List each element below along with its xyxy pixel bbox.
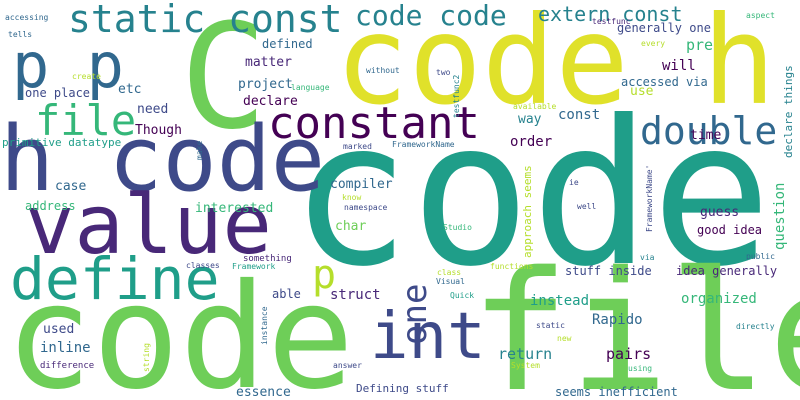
word-create: create [72,72,101,81]
word-make: make [195,140,204,160]
word-classes: classes [186,261,220,270]
word-question: question [772,182,788,250]
word-two: two [436,68,451,77]
word-address: address [25,199,76,213]
word-code-green: code [5,253,355,400]
word-new: new [557,334,572,343]
word-use: use [630,84,654,99]
word-project: project [238,77,293,92]
word-available: available [513,102,557,111]
word-via: via [640,253,655,262]
word-answer: answer [333,361,362,370]
word-functions: functions [490,262,534,271]
word-double: double [640,109,778,153]
word-aspect: aspect [746,11,775,20]
word-static: static [536,321,565,330]
word-declare-things: declare things [782,65,795,158]
word-return: return [498,345,553,363]
word-extern-const: extern const [538,2,683,26]
word-instance: instance [260,306,269,345]
word-know: know [342,193,362,202]
word-code-large: code [290,78,772,311]
word-organized: organized [681,291,757,307]
word-pairs: pairs [606,345,652,363]
word-struct: struct [330,287,381,303]
word-file-large: file [470,236,800,400]
word-int: int [370,300,486,374]
word-rapido: Rapido [592,312,643,328]
word-language: language [291,83,330,92]
word-quick: Quick [450,291,475,300]
word-able: able [272,287,301,301]
word-static-const: static const [68,0,343,41]
word-one: one [395,283,435,345]
word-system: System [511,361,540,370]
word-case: case [55,179,87,194]
word-without: without [366,66,400,75]
word-good-idea: good idea [697,223,763,237]
word-const: const [558,107,601,123]
word-p-p: p p [12,29,124,102]
word-pre: pre [686,36,714,54]
word-used: used [43,322,75,337]
word-accessed-via: accessed via [621,75,708,89]
word-frameworkname-quote: FrameworkName' [645,164,654,232]
word-visual: Visual [436,277,465,286]
word-accessing: accessing [5,13,49,22]
word-interested: interested [195,201,274,216]
word-defining-stuff: Defining stuff [356,382,449,395]
word-will: will [662,58,696,74]
word-way: way [518,112,542,127]
word-etc: etc [118,82,142,97]
word-defined: defined [262,37,313,51]
word-need: need [137,102,169,117]
word-studio: Studio [443,223,472,232]
word-stuff-inside: stuff inside [565,264,652,278]
word-something: something [243,254,292,264]
word-code-h: code h [335,0,776,132]
word-char: char [335,219,367,234]
word-marked: marked [343,142,372,151]
word-one-place: one place [25,86,91,100]
word-define: define [10,245,220,313]
word-difference: difference [40,361,95,371]
word-inline: inline [40,340,91,356]
word-value: value [25,178,272,273]
word-time: time [690,128,722,143]
word-c: C [180,0,268,162]
word-tells: tells [8,30,33,39]
word-matter: matter [245,55,292,70]
word-every: every [641,39,666,48]
word-class: class [437,268,462,277]
word-constant: constant [268,98,480,149]
word-directly: directly [736,322,775,331]
word-public: public [746,252,775,261]
word-testfunc2: testfunc2 [452,74,461,118]
word-declare: declare [243,94,298,109]
word-testfunc: testfunc [592,17,631,26]
word-using: using [628,364,653,373]
word-string: string [142,343,151,372]
word-namespace: namespace [344,203,388,212]
word-generally-one: generally one [617,21,711,35]
word-file-small: file [35,96,137,145]
word-frameworkname: FrameworkName [392,140,455,149]
word-well: well [577,202,597,211]
word-h-code: h code [0,107,326,212]
word-compiler: compiler [330,177,393,192]
word-guess: guess [700,205,740,220]
word-primitive-datatype: primitive datatype [2,136,122,149]
word-essence: essence [236,385,291,400]
word-ie: ie [569,178,579,187]
word-though: Though [135,123,182,138]
word-idea-generally: idea generally [676,264,778,278]
word-code-code: code code [355,0,507,32]
word-seems-inefficient: seems inefficient [555,385,678,399]
word-p: p [312,252,337,298]
word-approach-seems: approach seems [521,165,534,258]
word-instead: instead [530,293,590,309]
word-order: order [510,134,553,150]
word-framework: Framework [232,262,276,271]
